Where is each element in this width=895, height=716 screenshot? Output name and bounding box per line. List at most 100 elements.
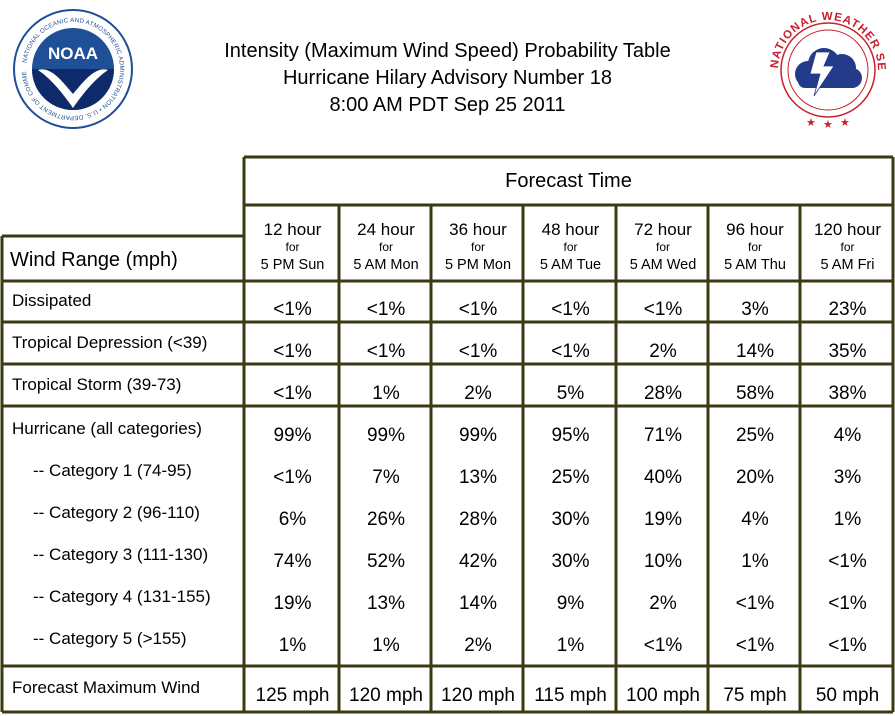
title-line-1: Intensity (Maximum Wind Speed) Probabili… [224, 40, 671, 62]
cell-r1-c0: <1% [273, 341, 312, 362]
cell-r2-c3: 5% [556, 383, 585, 404]
column-for-2: for [470, 240, 485, 254]
cell-r5-c6: 1% [833, 509, 862, 530]
cell-r3-c6: 4% [833, 425, 862, 446]
column-time-1: 5 AM Mon [353, 257, 419, 273]
cell-r4-c4: 40% [643, 467, 683, 488]
cell-r5-c4: 19% [643, 509, 683, 530]
cell-r7-c3: 9% [556, 593, 585, 614]
cell-r5-c5: 4% [741, 509, 769, 530]
cell-r0-c5: 3% [741, 299, 769, 320]
cell-r7-c5: <1% [735, 593, 775, 614]
cell-r1-c2: <1% [458, 341, 498, 362]
column-hour-4: 72 hour [634, 220, 692, 239]
noaa-logo-icon: NOAA NATIONAL OCEANIC AND ATMOSPHERIC AD… [12, 8, 133, 129]
row-label-0: Dissipated [12, 291, 92, 310]
cell-r9-c1: 120 mph [349, 685, 423, 706]
column-for-1: for [378, 240, 393, 254]
column-hour-5: 96 hour [726, 220, 784, 239]
cell-r0-c2: <1% [458, 299, 498, 320]
cell-r3-c2: 99% [458, 425, 498, 446]
column-time-4: 5 AM Wed [629, 257, 697, 273]
column-time-0: 5 PM Sun [260, 257, 325, 273]
cell-r2-c0: <1% [273, 383, 312, 404]
cell-r1-c6: 35% [828, 341, 867, 362]
page-title: Intensity (Maximum Wind Speed) Probabili… [150, 38, 745, 119]
cell-r3-c1: 99% [366, 425, 406, 446]
cell-r8-c3: 1% [556, 635, 585, 656]
cell-r8-c6: <1% [828, 635, 867, 656]
cell-r9-c5: 75 mph [723, 685, 787, 706]
cell-r2-c1: 1% [372, 383, 400, 404]
cell-r7-c2: 14% [458, 593, 498, 614]
column-time-3: 5 AM Tue [539, 257, 602, 273]
cell-r3-c5: 25% [735, 425, 775, 446]
cell-r4-c0: <1% [273, 467, 312, 488]
cell-r1-c3: <1% [551, 341, 590, 362]
cell-r7-c6: <1% [828, 593, 867, 614]
row-label-6: -- Category 3 (111-130) [33, 545, 209, 564]
cell-r0-c6: 23% [828, 299, 867, 320]
row-label-7: -- Category 4 (131-155) [33, 587, 211, 606]
cell-r0-c0: <1% [273, 299, 312, 320]
cell-r8-c1: 1% [372, 635, 400, 656]
cell-r3-c3: 95% [551, 425, 590, 446]
cell-r2-c4: 28% [643, 383, 683, 404]
cell-r6-c6: <1% [828, 551, 867, 572]
title-line-2: Hurricane Hilary Advisory Number 18 [282, 67, 612, 89]
column-for-6: for [840, 240, 855, 254]
cell-r9-c3: 115 mph [534, 685, 607, 706]
cell-r8-c5: <1% [735, 635, 775, 656]
star-icon-2: ★ [823, 119, 833, 131]
cell-r0-c3: <1% [551, 299, 590, 320]
column-time-6: 5 AM Fri [820, 257, 875, 273]
row-label-5: -- Category 2 (96-110) [33, 503, 200, 522]
row-label-3: Hurricane (all categories) [12, 419, 202, 438]
column-for-4: for [655, 240, 670, 254]
cell-r4-c2: 13% [458, 467, 498, 488]
star-icon-3: ★ [840, 117, 850, 129]
cell-r5-c2: 28% [458, 509, 498, 530]
cell-r4-c1: 7% [372, 467, 400, 488]
column-hour-1: 24 hour [357, 220, 415, 239]
column-for-0: for [285, 240, 300, 254]
cell-r4-c6: 3% [833, 467, 862, 488]
cell-r5-c3: 30% [551, 509, 590, 530]
cell-r2-c2: 2% [464, 383, 492, 404]
cell-r6-c4: 10% [643, 551, 683, 572]
column-time-5: 5 AM Thu [724, 257, 786, 273]
cell-r3-c4: 71% [643, 425, 683, 446]
cell-r1-c4: 2% [649, 341, 677, 362]
column-time-2: 5 PM Mon [444, 257, 512, 273]
cell-r9-c2: 120 mph [441, 685, 515, 706]
column-for-5: for [747, 240, 762, 254]
noaa-logo-text: NOAA [48, 44, 98, 63]
column-hour-6: 120 hour [813, 220, 882, 239]
column-hour-2: 36 hour [449, 220, 507, 239]
cell-r4-c3: 25% [551, 467, 590, 488]
cell-r7-c1: 13% [366, 593, 406, 614]
cell-r9-c0: 125 mph [255, 685, 330, 706]
cell-r0-c4: <1% [643, 299, 683, 320]
cell-r6-c3: 30% [551, 551, 590, 572]
cell-r6-c5: 1% [741, 551, 769, 572]
cell-r3-c0: 99% [273, 425, 312, 446]
column-hour-0: 12 hour [263, 220, 322, 239]
column-for-3: for [563, 240, 578, 254]
cell-r2-c6: 38% [828, 383, 867, 404]
cell-r1-c1: <1% [366, 341, 406, 362]
row-label-4: -- Category 1 (74-95) [33, 461, 192, 480]
cell-r6-c0: 74% [273, 551, 312, 572]
column-hour-3: 48 hour [541, 220, 600, 239]
cell-r6-c1: 52% [366, 551, 406, 572]
cell-r0-c1: <1% [366, 299, 406, 320]
row-label-2: Tropical Storm (39-73) [12, 375, 182, 394]
cell-r5-c1: 26% [366, 509, 406, 530]
cell-r7-c4: 2% [649, 593, 677, 614]
cell-r9-c4: 100 mph [626, 685, 700, 706]
cell-r8-c4: <1% [643, 635, 683, 656]
cell-r5-c0: 6% [278, 509, 307, 530]
star-icon-1: ★ [806, 117, 816, 129]
row-label-1: Tropical Depression (<39) [12, 333, 208, 352]
